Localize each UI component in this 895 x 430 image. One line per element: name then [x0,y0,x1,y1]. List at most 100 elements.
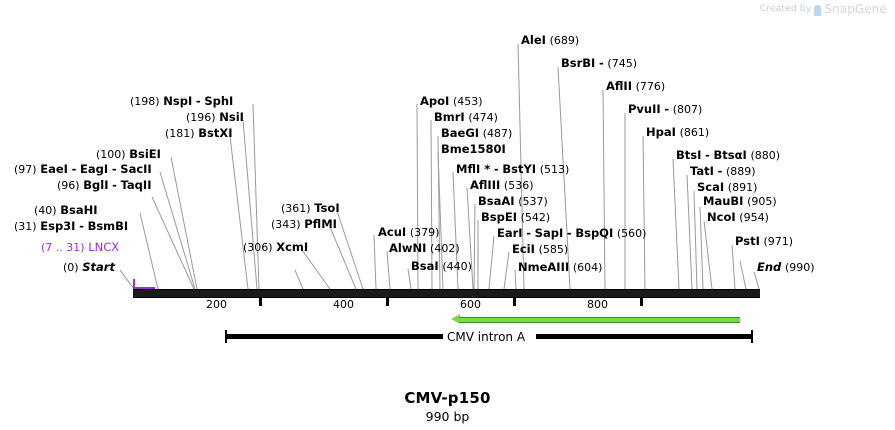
site-label-nsiI[interactable]: (196) NsiI [186,111,244,124]
site-label-aleI-mslI[interactable]: BsrBI - (745) [561,57,637,70]
enzyme-position: (440) [442,260,472,273]
site-label-bsrBI[interactable]: AflII (776) [606,80,665,93]
feature-label-lncx[interactable]: (7 .. 31) LNCX [41,241,119,254]
site-label-nspI-sphI[interactable]: (198) NspI - SphI [130,95,233,108]
enzyme-name: TatI [690,164,714,178]
enzyme-name: BstYI [502,162,537,176]
feature-range: (7 .. 31) [41,241,85,254]
enzyme-separator: - [705,148,710,162]
enzyme-position: (537) [518,195,548,208]
enzyme-position: (560) [616,227,647,240]
site-label-tatI[interactable]: ScaI (891) [697,181,757,194]
enzyme-position: (453) [452,95,483,108]
intron-bar-right[interactable] [536,334,751,339]
enzyme-name: NspI [163,94,193,108]
enzyme-position: (776) [635,80,666,93]
site-label-earI-sapI-bspQI[interactable]: EarI - SapI - BspQI (560) [497,227,646,240]
watermark-prefix: Created by [759,4,812,14]
site-label-xcmI[interactable]: (306) XcmI [243,241,308,254]
enzyme-name: TaqII [120,178,152,192]
site-label-mauBI[interactable]: NcoI (954) [707,211,769,224]
intron-bar-left[interactable] [226,334,443,339]
orf-arrow-line[interactable] [459,317,740,323]
site-label-aflII-smlI[interactable]: PvuII - (807) [628,103,702,116]
sequence-axis[interactable] [133,289,760,298]
site-label-bsaI[interactable]: BsaI (440) [411,260,472,273]
map-title-block: CMV-p150 990 bp [0,389,895,424]
site-label-pvuII[interactable]: HpaI (861) [646,126,709,139]
enzyme-name: AflIII [470,178,501,192]
enzyme-position: (536) [503,179,534,192]
site-label-baeGI[interactable]: BaeGI (487) [441,127,512,140]
enzyme-name: MflI * [456,162,491,176]
site-label-tsoI[interactable]: (361) TsoI [281,202,340,215]
enzyme-position: (880) [750,149,781,162]
enzyme-name: EciI [512,242,535,256]
enzyme-position: (971) [763,235,794,248]
site-label-apoI[interactable]: ApoI (453) [420,95,483,108]
site-label-pflMI[interactable]: (343) PflMI [271,218,337,231]
lncx-feature-marker[interactable] [133,279,155,290]
site-label-esp3I-bsmBI[interactable]: (31) Esp3I - BsmBI [14,220,128,233]
site-label-btsI-btsai[interactable]: TatI - (889) [690,165,756,178]
enzyme-name: BtsI [676,148,702,162]
enzyme-position: (905) [747,195,777,208]
site-label-eaeI-eagI-sacII[interactable]: (97) EaeI - EagI - SacII [14,163,152,176]
enzyme-position: (807) [672,103,703,116]
site-label-ahdI[interactable]: AleI (689) [521,34,579,47]
enzyme-name: MauBI [703,194,744,208]
enzyme-position: (513) [539,163,570,176]
intron-right-cap [751,330,753,343]
site-label-alwNI[interactable]: AlwNI (402) [389,242,460,255]
enzyme-name: SphI [204,94,234,108]
site-label-nmeAIII[interactable]: NmeAIII (604) [518,261,602,274]
enzyme-separator: - [112,178,117,192]
enzyme-separator: - [71,162,77,176]
site-label-bglI-taqII[interactable]: (96) BglI - TaqII [57,179,151,192]
site-label-bsiEI[interactable]: (100) BsiEI [96,148,161,161]
axis-tick-200 [259,297,262,306]
site-label-aflIII[interactable]: AflIII (536) [470,179,534,192]
site-label-acuI[interactable]: AcuI (379) [378,226,439,239]
enzyme-name: BmrI [434,110,465,124]
enzyme-position: (402) [430,242,460,255]
enzyme-name: HpaI [646,125,676,139]
enzyme-name: AleI [521,33,546,47]
site-label-bstXI[interactable]: (181) BstXI [165,127,233,140]
enzyme-separator: - [195,94,201,108]
site-label-bme1580I[interactable]: Bme1580I [441,143,506,155]
enzyme-name: BsrBI [561,56,596,70]
enzyme-name: SapI [534,226,564,240]
enzyme-name: EaeI [40,162,68,176]
enzyme-name: BsaI [411,259,439,273]
enzyme-name: PvuII [628,102,661,116]
enzyme-name: BtsαI [713,148,747,162]
site-label-scaI[interactable]: MauBI (905) [703,195,777,208]
site-label-mflI-bstYI[interactable]: MflI * - BstYI (513) [456,163,569,176]
enzyme-separator: - [566,226,572,240]
site-label-bmrI[interactable]: BmrI (474) [434,111,498,124]
terminus-label-end[interactable]: End (990) [757,261,815,274]
lncx-bar [133,287,155,290]
enzyme-name: Bme1580I [441,142,506,156]
enzyme-position: (100) [96,148,126,161]
site-label-bsaAI[interactable]: BsaAI (537) [478,195,548,208]
intron-feature-label[interactable]: CMV intron A [447,330,526,344]
enzyme-position: (861) [679,126,710,139]
enzyme-name: ScaI [697,180,725,194]
enzyme-name: BsmBI [87,219,129,233]
feature-name: LNCX [88,240,120,254]
terminus-position: (0) [63,261,79,274]
site-label-bsaHI[interactable]: (40) BsaHI [34,204,98,217]
site-label-ncoI[interactable]: PstI (971) [735,235,793,248]
enzyme-name: BsaHI [60,203,98,217]
enzyme-name: BspQI [575,226,614,240]
site-label-bspEI[interactable]: BspEI (542) [481,211,550,224]
site-label-eciI[interactable]: EciI (585) [512,243,568,256]
enzyme-position: (474) [468,111,498,124]
site-label-hpaI-hincII[interactable]: BtsI - BtsαI (880) [676,149,780,162]
terminus-label-start[interactable]: (0) Start [63,261,115,274]
axis-tick-label-600: 600 [460,298,481,311]
enzyme-name: EarI [497,226,523,240]
enzyme-separator: - [598,56,604,70]
